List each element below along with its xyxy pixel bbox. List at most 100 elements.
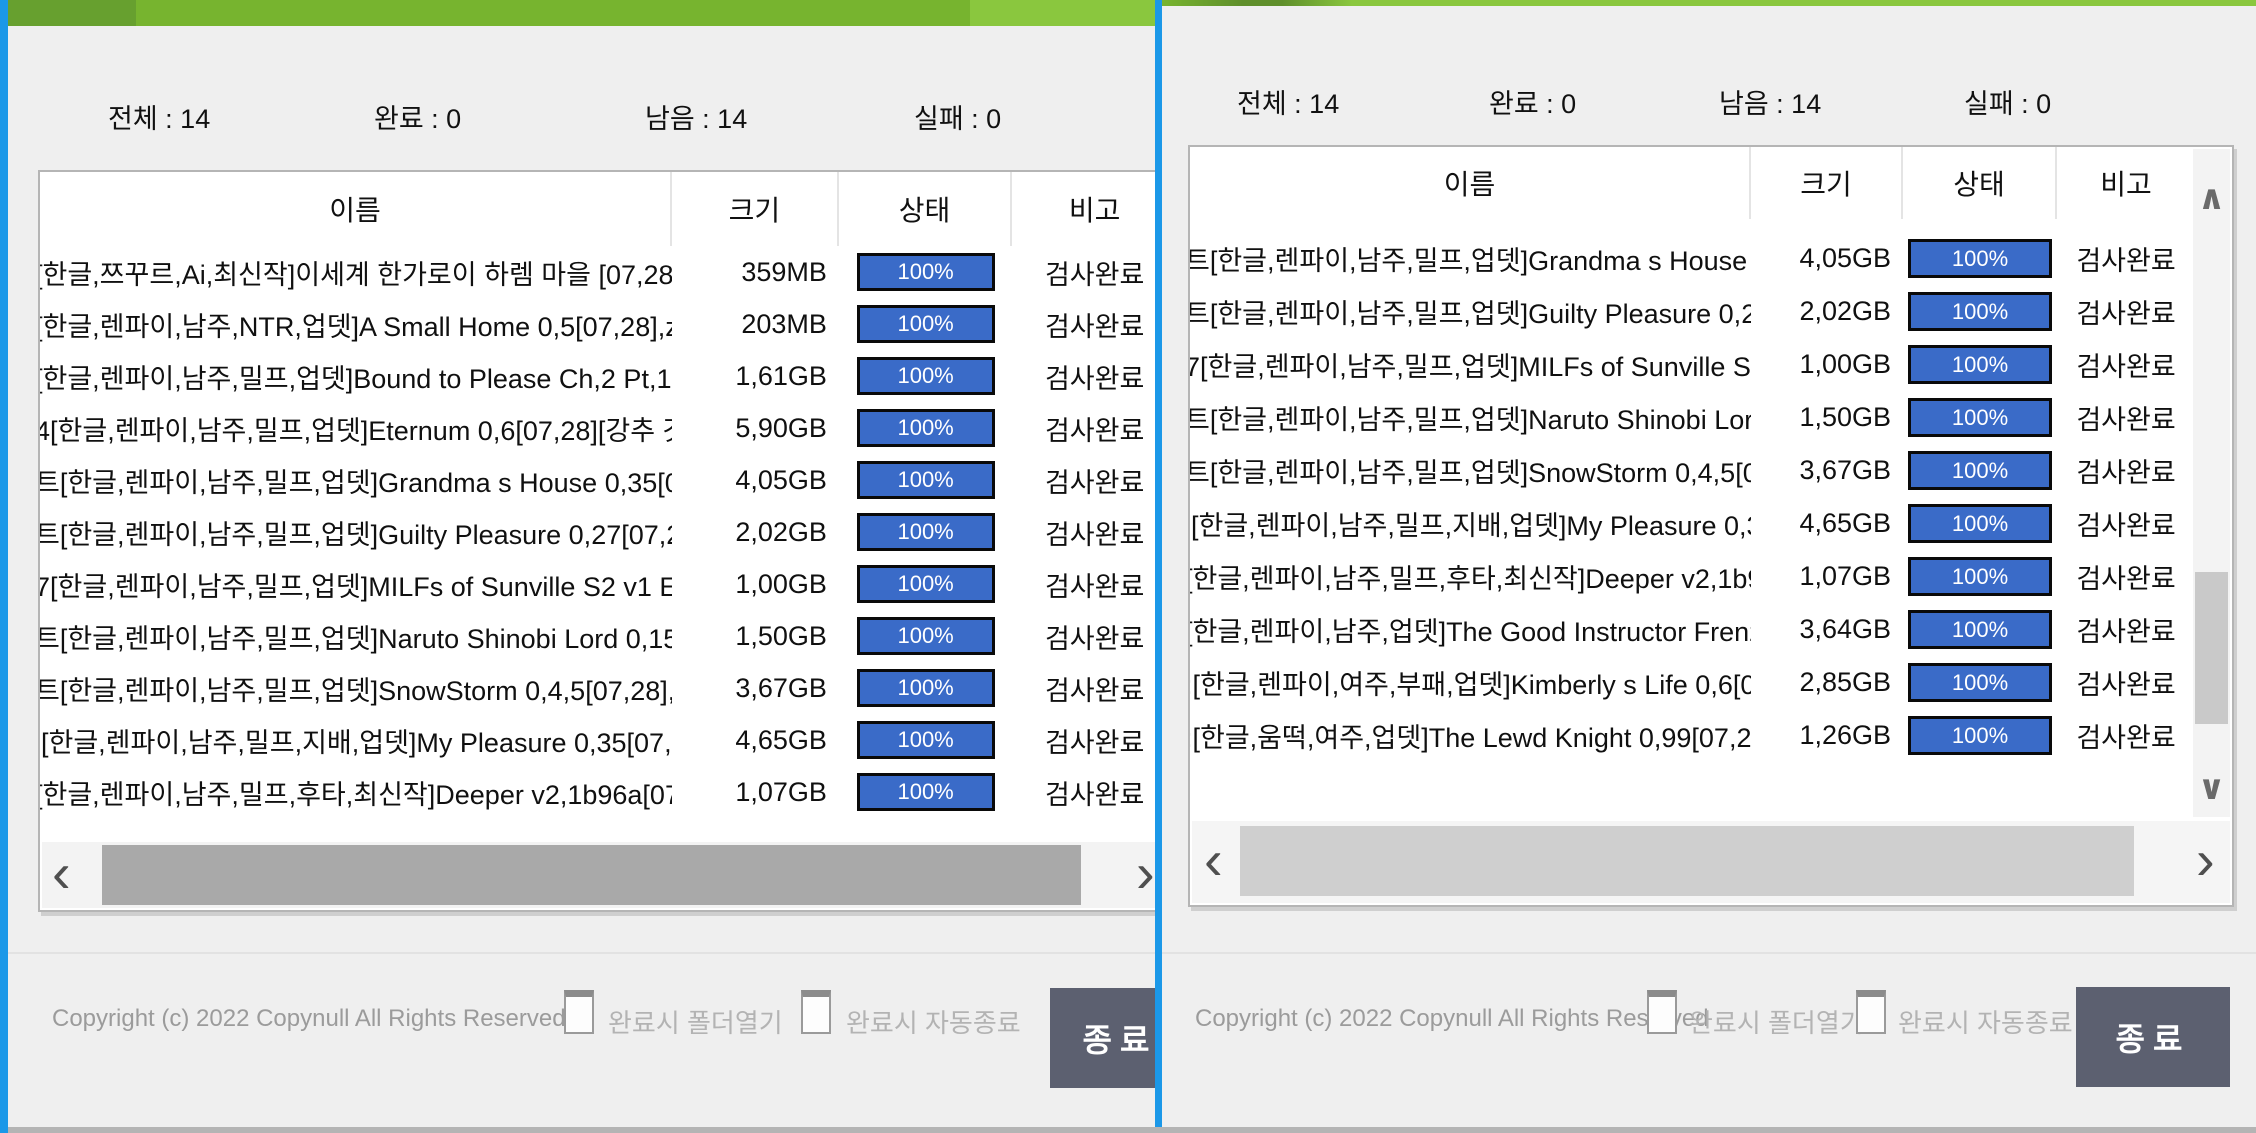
auto-close-checkbox[interactable] [801, 990, 831, 1034]
table-row[interactable]: [한글,렌파이,남주,밀프,후타,최신작]Deeper v2,1b96a[07,… [1190, 550, 2232, 603]
table-row[interactable]: :[한글,렌파이,여주,부패,업뎃]Kimberly s Life 0,6[07… [1190, 656, 2232, 709]
table-row[interactable]: 트[한글,렌파이,남주,밀프,업뎃]Guilty Pleasure 0,27[0… [1190, 285, 2232, 338]
table-row[interactable]: 트[한글,렌파이,남주,밀프,업뎃]Naruto Shinobi Lord 0,… [40, 610, 1155, 662]
file-size: 4,05GB [1799, 243, 1891, 273]
footer-divider [8, 952, 1155, 954]
scrollbar-thumb[interactable] [102, 845, 1081, 905]
file-name: 7[한글,렌파이,남주,밀프,업뎃]MILFs of Sunville S2 v… [40, 571, 672, 602]
progress-bar: 100% [856, 513, 995, 551]
horizontal-scrollbar[interactable]: ‹ › [42, 842, 1155, 908]
table-row[interactable]: 트[한글,렌파이,남주,밀프,업뎃]Grandma s House 0,35[0… [40, 454, 1155, 506]
file-remark: 검사완료 [2076, 405, 2176, 435]
open-folder-checkbox-label: 완료시 폴더열기 [1689, 1008, 1864, 1038]
file-size: 1,50GB [735, 620, 827, 651]
file-remark: 검사완료 [1044, 779, 1145, 810]
table-row[interactable]: [한글,렌파이,남주,업뎃]The Good Instructor Frenzy… [1190, 603, 2232, 656]
scrollbar-thumb[interactable] [1240, 826, 2134, 896]
table-row[interactable]: [한글,쯔꾸르,Ai,최신작]이세계 한가로이 하렘 마을 [07,28],z … [40, 246, 1155, 298]
stat-total: 전체 : 14 [1237, 89, 1340, 119]
stat-complete: 완료 : 0 [374, 104, 462, 134]
open-folder-checkbox[interactable] [564, 990, 594, 1034]
table-row[interactable]: 트[한글,렌파이,남주,밀프,업뎃]SnowStorm 0,4,5[07,28]… [1190, 444, 2232, 497]
file-size: 1,50GB [1799, 402, 1891, 432]
download-table: 이름 크기 상태 비고 [한글,쯔꾸르,Ai,최신작]이세계 한가로이 하렘 마… [38, 170, 1155, 912]
scroll-right-icon[interactable]: › [2196, 827, 2215, 891]
exit-button[interactable]: 종료 [1050, 988, 1155, 1088]
file-name: :[한글,렌파이,여주,부패,업뎃]Kimberly s Life 0,6[07… [1190, 670, 1751, 700]
scroll-down-icon[interactable]: ∨ [2197, 769, 2226, 807]
copyright-text: Copyright (c) 2022 Copynull All Rights R… [1195, 1005, 1709, 1032]
progress-bar: 100% [1908, 398, 2052, 437]
table-row[interactable]: 7[한글,렌파이,남주,밀프,업뎃]MILFs of Sunville S2 v… [40, 558, 1155, 610]
file-size: 359MB [741, 256, 827, 287]
scrollbar-thumb[interactable] [2195, 572, 2228, 724]
file-name: [한글,렌파이,남주,밀프,후타,최신작]Deeper v2,1b96a[07,… [1190, 564, 1751, 594]
table-body: 트[한글,렌파이,남주,밀프,업뎃]Grandma s House 0,35[0… [1190, 219, 2232, 762]
file-remark: 검사완료 [2076, 299, 2176, 329]
status-cell: 100% [1903, 398, 2057, 437]
file-name: 트[한글,렌파이,남주,밀프,업뎃]Guilty Pleasure 0,27[0… [1190, 299, 1751, 329]
vertical-scrollbar[interactable]: ∧ ∨ [2193, 149, 2230, 817]
status-cell: 100% [839, 305, 1012, 343]
progress-bar: 100% [1908, 716, 2052, 755]
auto-close-checkbox-label: 완료시 자동종료 [1898, 1008, 2073, 1038]
column-header-status[interactable]: 상태 [839, 172, 1013, 246]
file-name: [한글,렌파이,남주,업뎃]The Good Instructor Frenzy… [1190, 617, 1751, 647]
file-remark: 검사완료 [1044, 519, 1145, 550]
scroll-left-icon[interactable]: ‹ [52, 840, 71, 904]
file-name: 트[한글,렌파이,남주,밀프,업뎃]Grandma s House 0,35[0… [40, 467, 672, 498]
file-name: [한글,쯔꾸르,Ai,최신작]이세계 한가로이 하렘 마을 [07,28],z [40, 259, 672, 290]
exit-button[interactable]: 종료 [2076, 987, 2230, 1087]
open-folder-checkbox[interactable] [1647, 990, 1677, 1034]
status-cell: 100% [1903, 504, 2057, 543]
table-row[interactable]: l[한글,렌파이,남주,밀프,지배,업뎃]My Pleasure 0,35[07… [1190, 497, 2232, 550]
column-header-remark[interactable]: 비고 [2100, 169, 2152, 200]
progress-bar: 100% [856, 773, 995, 811]
auto-close-checkbox[interactable] [1856, 990, 1886, 1034]
table-row[interactable]: [한글,렌파이,남주,밀프,후타,최신작]Deeper v2,1b96a[07,… [40, 766, 1155, 818]
file-size: 3,67GB [1799, 455, 1891, 485]
table-row[interactable]: 4[한글,렌파이,남주,밀프,업뎃]Eternum 0,6[07,28][강추 … [40, 402, 1155, 454]
table-row[interactable]: l[한글,렌파이,남주,밀프,지배,업뎃]My Pleasure 0,35[07… [40, 714, 1155, 766]
file-name: [한글,렌파이,남주,밀프,후타,최신작]Deeper v2,1b96a[07,… [40, 779, 672, 810]
table-row[interactable]: 7[한글,렌파이,남주,밀프,업뎃]MILFs of Sunville S2 v… [1190, 338, 2232, 391]
scroll-left-icon[interactable]: ‹ [1204, 827, 1223, 891]
column-header-name[interactable]: 이름 [1190, 147, 1751, 219]
file-remark: 검사완료 [1044, 259, 1145, 290]
column-header-name[interactable]: 이름 [40, 172, 673, 246]
column-header-status[interactable]: 상태 [1903, 147, 2057, 219]
progress-bar: 100% [1908, 345, 2052, 384]
table-row[interactable]: 트[한글,렌파이,남주,밀프,업뎃]SnowStorm 0,4,5[07,28]… [40, 662, 1155, 714]
titlebar[interactable] [1162, 0, 2256, 6]
status-cell: 100% [839, 565, 1012, 603]
footer-divider [1162, 952, 2256, 954]
table-row[interactable]: 트[한글,렌파이,남주,밀프,업뎃]Grandma s House 0,35[0… [1190, 232, 2232, 285]
file-name: 트[한글,렌파이,남주,밀프,업뎃]Naruto Shinobi Lord 0,… [1190, 405, 1751, 435]
column-header-size[interactable]: 크기 [1751, 147, 1903, 219]
file-size: 4,05GB [735, 464, 827, 495]
progress-bar: 100% [856, 305, 995, 343]
file-name: 트[한글,렌파이,남주,밀프,업뎃]SnowStorm 0,4,5[07,28]… [1190, 458, 1751, 488]
file-remark: 검사완료 [1044, 675, 1145, 706]
table-row[interactable]: [한글,렌파이,남주,NTR,업뎃]A Small Home 0,5[07,28… [40, 298, 1155, 350]
file-size: 4,65GB [1799, 508, 1891, 538]
progress-bar: 100% [856, 565, 995, 603]
scroll-right-icon[interactable]: › [1136, 840, 1155, 904]
titlebar[interactable] [8, 0, 1155, 26]
file-size: 2,02GB [1799, 296, 1891, 326]
horizontal-scrollbar[interactable]: ‹ › [1192, 821, 2230, 903]
table-row[interactable]: 트[한글,렌파이,남주,밀프,업뎃]Naruto Shinobi Lord 0,… [1190, 391, 2232, 444]
file-remark: 검사완료 [2076, 723, 2176, 753]
column-header-remark[interactable]: 비고 [1068, 195, 1121, 226]
open-folder-checkbox-label: 완료시 폴더열기 [608, 1008, 783, 1038]
file-remark: 검사완료 [1044, 623, 1145, 654]
table-row[interactable]: [한글,렌파이,남주,밀프,업뎃]Bound to Please Ch,2 Pt… [40, 350, 1155, 402]
column-header-size[interactable]: 크기 [672, 172, 839, 246]
file-remark: 검사완료 [2076, 670, 2176, 700]
status-cell: 100% [839, 253, 1012, 291]
progress-bar: 100% [1908, 610, 2052, 649]
table-row[interactable]: :[한글,움떡,여주,업뎃]The Lewd Knight 0,99[07,28… [1190, 709, 2232, 762]
stat-remaining: 남음 : 14 [645, 104, 748, 134]
table-row[interactable]: 트[한글,렌파이,남주,밀프,업뎃]Guilty Pleasure 0,27[0… [40, 506, 1155, 558]
scroll-up-icon[interactable]: ∧ [2197, 179, 2226, 217]
